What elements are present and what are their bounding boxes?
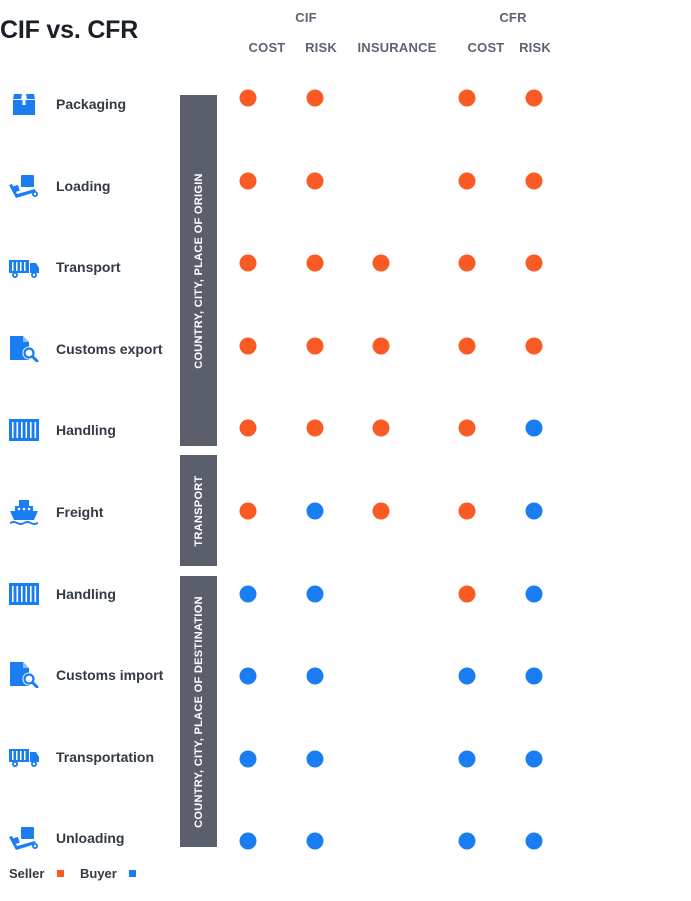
column-header-cif-risk: RISK [305, 40, 337, 55]
dot-seller-r3-cfr-cost [458, 254, 476, 272]
dot-seller-r4-cif-insurance [372, 337, 390, 355]
dot-buyer-r8-cfr-risk [525, 667, 543, 685]
diagram-title: CIF vs. CFR [0, 16, 139, 44]
truck-icon [8, 255, 40, 281]
dot-seller-r3-cfr-risk [525, 254, 543, 272]
legend-seller-swatch [57, 870, 64, 877]
dot-buyer-r7-cif-risk [306, 585, 324, 603]
dot-seller-r5-cif-risk [306, 419, 324, 437]
dot-seller-r5-cif-cost [239, 419, 257, 437]
dot-seller-r1-cif-cost [239, 89, 257, 107]
dot-buyer-r10-cif-risk [306, 832, 324, 850]
row-label-transportation: Transportation [56, 749, 155, 765]
dot-seller-r4-cif-cost [239, 337, 257, 355]
legend-buyer-swatch [129, 870, 136, 877]
dot-seller-r5-cfr-cost [458, 419, 476, 437]
dot-seller-r2-cif-risk [306, 172, 324, 190]
row-label-freight: Freight [56, 504, 104, 520]
dot-buyer-r10-cif-cost [239, 832, 257, 850]
dot-seller-r1-cfr-risk [525, 89, 543, 107]
row-label-customs-import: Customs import [56, 667, 164, 683]
document-search-icon [8, 662, 40, 688]
dot-seller-r4-cfr-cost [458, 337, 476, 355]
dot-seller-r6-cif-insurance [372, 502, 390, 520]
column-header-cfr-cost: COST [467, 40, 505, 55]
dot-buyer-r9-cif-risk [306, 750, 324, 768]
hand-truck-icon [8, 825, 40, 851]
dot-seller-r4-cfr-risk [525, 337, 543, 355]
band-transport-label: TRANSPORT [192, 474, 205, 547]
row-label-transport: Transport [56, 259, 121, 275]
dot-buyer-r9-cfr-risk [525, 750, 543, 768]
dot-seller-r7-cfr-cost [458, 585, 476, 603]
row-label-customs-export: Customs export [56, 341, 163, 357]
dot-seller-r2-cif-cost [239, 172, 257, 190]
band-origin: COUNTRY, CITY, PLACE OF ORIGIN [180, 95, 217, 446]
column-header-cif-insurance: INSURANCE [357, 40, 437, 55]
dot-seller-r3-cif-insurance [372, 254, 390, 272]
dot-buyer-r8-cfr-cost [458, 667, 476, 685]
dot-buyer-r6-cfr-risk [525, 502, 543, 520]
legend-seller-label: Seller [9, 866, 45, 881]
dot-seller-r5-cif-insurance [372, 419, 390, 437]
container-icon [8, 417, 40, 443]
dot-seller-r2-cfr-cost [458, 172, 476, 190]
dot-buyer-r7-cif-cost [239, 585, 257, 603]
container-icon [8, 581, 40, 607]
group-header-cfr: CFR [499, 10, 527, 25]
ship-icon [8, 499, 40, 525]
column-header-cif-cost: COST [248, 40, 286, 55]
dot-seller-r2-cfr-risk [525, 172, 543, 190]
dot-buyer-r7-cfr-risk [525, 585, 543, 603]
band-transport: TRANSPORT [180, 455, 217, 566]
dot-buyer-r8-cif-risk [306, 667, 324, 685]
row-label-handling-origin: Handling [56, 422, 116, 438]
band-origin-label: COUNTRY, CITY, PLACE OF ORIGIN [192, 172, 205, 369]
dot-seller-r1-cfr-cost [458, 89, 476, 107]
legend-buyer-label: Buyer [80, 866, 117, 881]
group-header-cif: CIF [295, 10, 317, 25]
band-destination: COUNTRY, CITY, PLACE OF DESTINATION [180, 576, 217, 847]
column-header-cfr-risk: RISK [519, 40, 551, 55]
dot-buyer-r6-cif-risk [306, 502, 324, 520]
dot-seller-r1-cif-risk [306, 89, 324, 107]
document-search-icon [8, 336, 40, 362]
dot-seller-r3-cif-cost [239, 254, 257, 272]
dot-buyer-r10-cfr-risk [525, 832, 543, 850]
truck-icon [8, 744, 40, 770]
hand-truck-icon [8, 173, 40, 199]
package-icon [8, 91, 40, 117]
dot-buyer-r9-cfr-cost [458, 750, 476, 768]
dot-seller-r4-cif-risk [306, 337, 324, 355]
dot-buyer-r9-cif-cost [239, 750, 257, 768]
row-label-handling-destination: Handling [56, 586, 116, 602]
dot-buyer-r10-cfr-cost [458, 832, 476, 850]
dot-seller-r6-cif-cost [239, 502, 257, 520]
row-label-unloading: Unloading [56, 830, 125, 846]
row-label-packaging: Packaging [56, 96, 127, 112]
dot-seller-r3-cif-risk [306, 254, 324, 272]
band-destination-label: COUNTRY, CITY, PLACE OF DESTINATION [192, 595, 205, 828]
dot-buyer-r5-cfr-risk [525, 419, 543, 437]
row-label-loading: Loading [56, 178, 111, 194]
dot-seller-r6-cfr-cost [458, 502, 476, 520]
dot-buyer-r8-cif-cost [239, 667, 257, 685]
